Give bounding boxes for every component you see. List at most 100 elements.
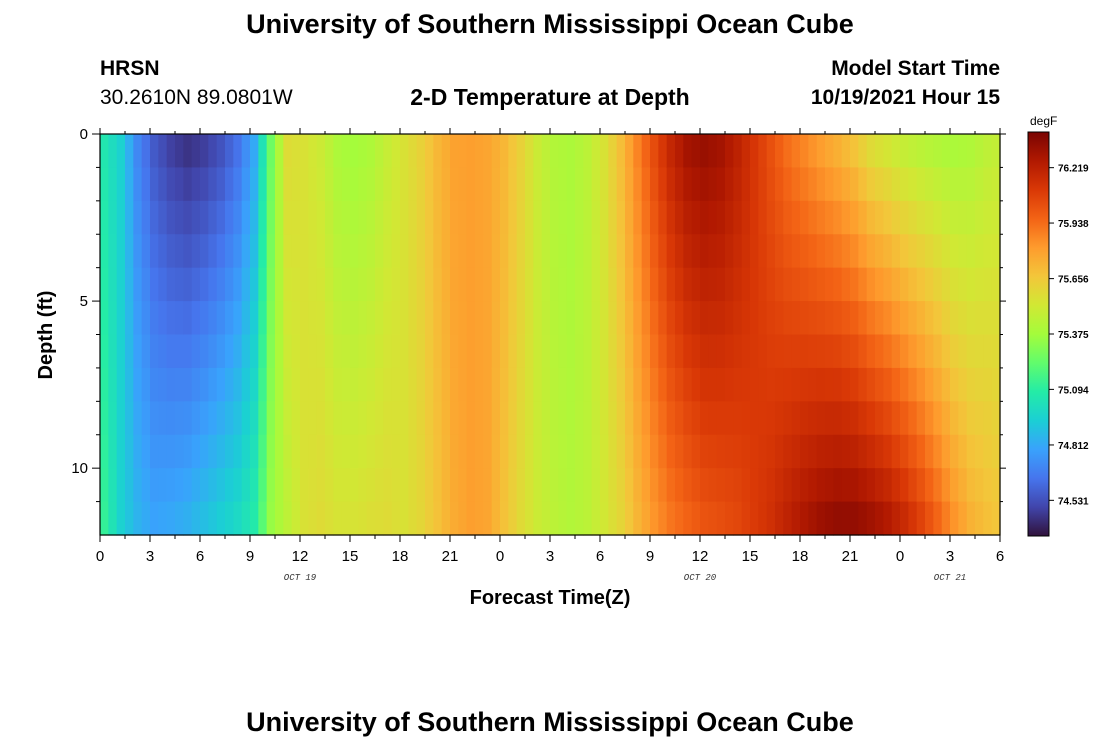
heatmap-cell bbox=[808, 501, 818, 536]
heatmap-cell bbox=[933, 200, 943, 235]
heatmap-cell bbox=[141, 167, 151, 202]
heatmap-cell bbox=[791, 134, 801, 169]
heatmap-cell bbox=[116, 401, 126, 436]
heatmap-cell bbox=[316, 301, 326, 336]
heatmap-cell bbox=[608, 501, 618, 536]
heatmap-cell bbox=[375, 367, 384, 402]
heatmap-cell bbox=[650, 401, 659, 436]
heatmap-cell bbox=[275, 134, 284, 169]
heatmap-cell bbox=[783, 434, 793, 469]
heatmap-cell bbox=[516, 234, 526, 269]
heatmap-cell bbox=[850, 434, 859, 469]
x-tick-label: 18 bbox=[792, 548, 809, 565]
heatmap-cell bbox=[541, 468, 551, 503]
heatmap-cell bbox=[383, 134, 393, 169]
heatmap-cell bbox=[350, 334, 359, 369]
heatmap-cell bbox=[491, 301, 501, 336]
heatmap-cell bbox=[450, 301, 459, 336]
heatmap-cell bbox=[716, 468, 726, 503]
heatmap-cell bbox=[216, 434, 226, 469]
heatmap-cell bbox=[600, 167, 609, 202]
heatmap-cell bbox=[616, 334, 626, 369]
x-axis-title: Forecast Time(Z) bbox=[470, 587, 631, 609]
heatmap-cell bbox=[600, 200, 609, 235]
heatmap-cell bbox=[425, 501, 434, 536]
heatmap-cell bbox=[625, 367, 634, 402]
heatmap-cell bbox=[441, 167, 451, 202]
heatmap-cell bbox=[575, 367, 584, 402]
heatmap-cell bbox=[683, 267, 693, 302]
heatmap-cell bbox=[766, 468, 776, 503]
heatmap-cell bbox=[491, 434, 501, 469]
heatmap-cell bbox=[841, 434, 851, 469]
heatmap-cell bbox=[800, 501, 809, 536]
heatmap-cell bbox=[158, 434, 168, 469]
heatmap-cell bbox=[608, 468, 618, 503]
heatmap-cell bbox=[733, 401, 743, 436]
heatmap-cell bbox=[358, 267, 368, 302]
heatmap-cell bbox=[650, 167, 659, 202]
heatmap-cell bbox=[275, 234, 284, 269]
heatmap-cell bbox=[316, 200, 326, 235]
heatmap-cell bbox=[916, 468, 926, 503]
heatmap-cell bbox=[941, 301, 951, 336]
heatmap-cell bbox=[608, 234, 618, 269]
heatmap-cell bbox=[758, 234, 768, 269]
heatmap-cell bbox=[783, 334, 793, 369]
colorbar-ticks: 76.219 75.938 75.656 75.375 75.094 74.812 74.5… bbox=[1049, 164, 1089, 507]
heatmap-cell bbox=[983, 234, 993, 269]
heatmap-cell bbox=[791, 334, 801, 369]
heatmap-cell bbox=[366, 301, 376, 336]
heatmap-cell bbox=[533, 501, 543, 536]
heatmap-cell bbox=[591, 200, 601, 235]
heatmap-cell bbox=[666, 401, 676, 436]
heatmap-cell bbox=[666, 200, 676, 235]
heatmap-cell bbox=[991, 267, 1001, 302]
heatmap-cell bbox=[691, 267, 701, 302]
heatmap-cell bbox=[208, 334, 218, 369]
heatmap-cell bbox=[641, 468, 651, 503]
heatmap-cell bbox=[841, 401, 851, 436]
heatmap-cell bbox=[933, 367, 943, 402]
heatmap-cell bbox=[683, 301, 693, 336]
heatmap-cell bbox=[758, 134, 768, 169]
heatmap-cell bbox=[525, 301, 534, 336]
heatmap-cell bbox=[475, 234, 484, 269]
heatmap-cell bbox=[333, 401, 343, 436]
heatmap-cell bbox=[250, 134, 259, 169]
heatmap-cell bbox=[175, 501, 184, 536]
heatmap-cell bbox=[783, 200, 793, 235]
heatmap-cell bbox=[575, 267, 584, 302]
heatmap-cell bbox=[916, 434, 926, 469]
heatmap-cell bbox=[766, 367, 776, 402]
heatmap-cell bbox=[475, 401, 484, 436]
heatmap-cell bbox=[616, 167, 626, 202]
heatmap-cell bbox=[200, 334, 209, 369]
heatmap-cell bbox=[408, 134, 418, 169]
heatmap-cell bbox=[941, 501, 951, 536]
heatmap-cell bbox=[675, 167, 684, 202]
heatmap-cell bbox=[116, 200, 126, 235]
heatmap-cell bbox=[133, 334, 143, 369]
heatmap-cell bbox=[108, 200, 118, 235]
heatmap-cell bbox=[875, 167, 884, 202]
heatmap-cell bbox=[891, 301, 901, 336]
heatmap-cell bbox=[591, 134, 601, 169]
heatmap-cell bbox=[725, 234, 734, 269]
heatmap-cell bbox=[108, 134, 118, 169]
heatmap-cell bbox=[775, 367, 784, 402]
heatmap-cell bbox=[725, 167, 734, 202]
heatmap-cell bbox=[633, 367, 643, 402]
heatmap-cell bbox=[633, 200, 643, 235]
heatmap-cell bbox=[608, 434, 618, 469]
heatmap-cell bbox=[266, 167, 276, 202]
heatmap-cell bbox=[908, 334, 918, 369]
heatmap-cell bbox=[441, 200, 451, 235]
heatmap-cell bbox=[483, 267, 493, 302]
heatmap-cell bbox=[800, 434, 809, 469]
heatmap-cell bbox=[716, 367, 726, 402]
heatmap-cell bbox=[400, 501, 409, 536]
heatmap-cell bbox=[100, 334, 109, 369]
heatmap-cell bbox=[875, 501, 884, 536]
heatmap-cell bbox=[516, 501, 526, 536]
